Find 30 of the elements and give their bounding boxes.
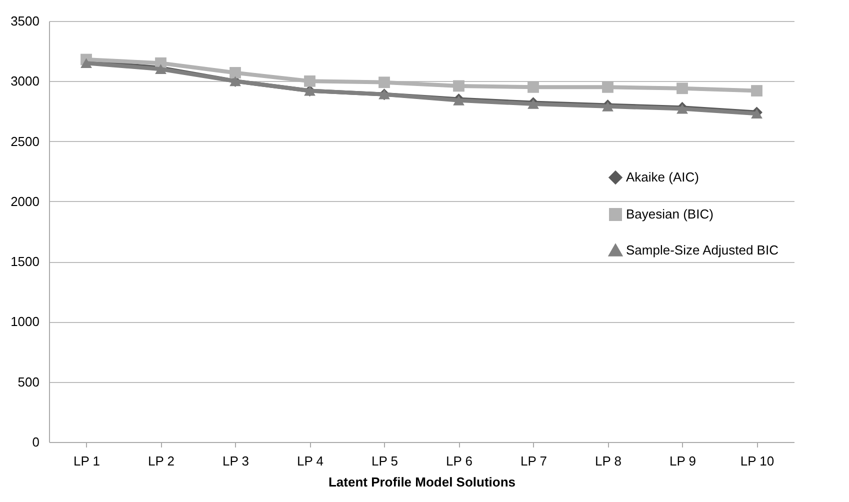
y-tick-label: 0 bbox=[32, 434, 40, 450]
x-tick-label: LP 10 bbox=[740, 454, 774, 468]
y-tick-label: 2500 bbox=[10, 134, 40, 149]
point bbox=[378, 76, 390, 88]
x-tick-label: LP 4 bbox=[296, 454, 324, 468]
x-tick-label: LP 6 bbox=[446, 454, 473, 468]
x-tick-label: LP 1 bbox=[73, 454, 100, 468]
point bbox=[304, 75, 316, 87]
legend-label: Sample-Size Adjusted BIC bbox=[626, 242, 778, 258]
legend-label: Akaike (AIC) bbox=[626, 170, 699, 184]
x-tick-label: LP 7 bbox=[520, 454, 548, 468]
y-tick-label: 2000 bbox=[10, 194, 40, 209]
point bbox=[453, 80, 464, 92]
point bbox=[230, 67, 241, 78]
x-tick-label: LP 5 bbox=[371, 454, 398, 468]
y-tick-label: 1500 bbox=[10, 254, 40, 270]
x-tick-label: LP 8 bbox=[594, 454, 622, 468]
point bbox=[528, 81, 539, 93]
x-tick-label: LP 3 bbox=[222, 454, 250, 468]
y-tick-label: 3000 bbox=[10, 74, 40, 89]
legend-label: Bayesian (BIC) bbox=[626, 206, 714, 222]
y-tick-label: 1000 bbox=[10, 314, 40, 330]
x-axis-title: Latent Profile Model Solutions bbox=[328, 474, 516, 490]
x-tick-label: LP 2 bbox=[148, 454, 175, 468]
point bbox=[602, 81, 614, 93]
point bbox=[676, 82, 688, 94]
y-tick-label: 3500 bbox=[10, 14, 40, 28]
y-tick-label: 500 bbox=[18, 374, 40, 390]
point bbox=[751, 85, 762, 96]
x-tick-label: LP 9 bbox=[669, 454, 696, 468]
